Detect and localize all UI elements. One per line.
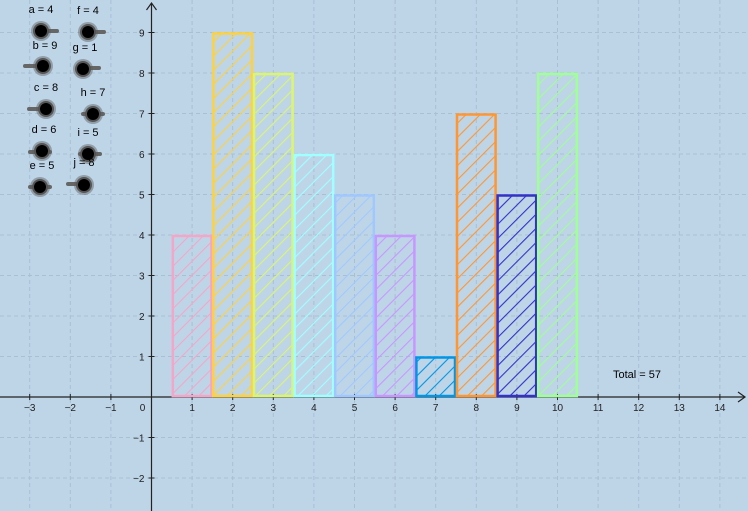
slider-j-knob[interactable] [76, 177, 92, 193]
slider-b-label: b = 9 [32, 40, 58, 52]
bar-9[interactable] [496, 194, 538, 398]
x-tick-label: −2 [65, 403, 77, 414]
slider-h[interactable]: h = 7 [63, 87, 123, 131]
bar-2[interactable] [212, 32, 254, 398]
slider-e[interactable]: e = 5 [12, 160, 72, 204]
bars [171, 32, 579, 398]
x-tick-label: 9 [514, 403, 520, 414]
x-tick-label: 14 [714, 403, 726, 414]
slider-i-label: i = 5 [77, 127, 99, 139]
y-tick-label: −2 [133, 474, 145, 485]
x-tick-label: 6 [392, 403, 398, 414]
slider-j-label: j = 8 [73, 157, 95, 169]
x-tick-label: 7 [433, 403, 439, 414]
slider-j[interactable]: j = 8 [54, 157, 114, 201]
slider-h-label: h = 7 [80, 87, 106, 99]
slider-d[interactable]: d = 6 [14, 124, 74, 168]
slider-b[interactable]: b = 9 [15, 40, 75, 84]
x-tick-label: 1 [189, 403, 195, 414]
slider-c-label: c = 8 [33, 82, 59, 94]
y-tick-label: 4 [139, 231, 145, 242]
slider-a[interactable]: a = 4 [11, 4, 71, 48]
y-axis-arrow [146, 1, 157, 11]
slider-g-label: g = 1 [72, 42, 98, 54]
slider-c-knob[interactable] [38, 101, 54, 117]
x-tick-label: 8 [474, 403, 480, 414]
slider-a-label: a = 4 [28, 4, 54, 16]
x-tick-label: 2 [230, 403, 236, 414]
bar-1[interactable] [171, 234, 213, 398]
y-tick-label: −1 [133, 434, 145, 445]
slider-f[interactable]: f = 4 [58, 5, 118, 49]
y-tick-label: 6 [139, 150, 145, 161]
x-tick-label: −1 [105, 403, 117, 414]
slider-f-label: f = 4 [77, 5, 99, 17]
x-axis-arrow [737, 391, 747, 403]
bar-3[interactable] [252, 72, 294, 398]
y-tick-label: 7 [139, 110, 145, 121]
slider-g-knob[interactable] [75, 61, 91, 77]
bar-5[interactable] [333, 194, 376, 398]
x-tick-label: 4 [311, 403, 317, 414]
slider-b-knob[interactable] [35, 58, 51, 74]
total-label: Total = 57 [613, 369, 661, 381]
slider-i-knob[interactable] [80, 146, 96, 162]
x-tick-label: 13 [674, 403, 686, 414]
y-tick-label: 8 [139, 69, 145, 80]
slider-e-knob[interactable] [32, 179, 48, 195]
slider-a-knob[interactable] [33, 23, 49, 39]
slider-d-label: d = 6 [31, 124, 57, 136]
x-tick-label: 10 [552, 403, 564, 414]
slider-i[interactable]: i = 5 [58, 127, 118, 171]
y-tick-label: 2 [139, 312, 145, 323]
slider-d-knob[interactable] [34, 143, 50, 159]
bar-6[interactable] [374, 234, 416, 398]
slider-h-knob[interactable] [85, 106, 101, 122]
slider-e-label: e = 5 [29, 160, 55, 172]
y-tick-label: 5 [139, 191, 145, 202]
bar-8[interactable] [455, 113, 497, 398]
x-tick-label: 3 [271, 403, 277, 414]
bar-4[interactable] [293, 153, 335, 398]
y-tick-label: 9 [139, 29, 145, 40]
x-tick-label: 0 [140, 403, 146, 414]
x-tick-label: 5 [352, 403, 358, 414]
x-tick-label: −3 [24, 403, 36, 414]
slider-f-knob[interactable] [80, 24, 96, 40]
y-tick-label: 1 [139, 353, 145, 364]
y-tick-label: 3 [139, 272, 145, 283]
x-tick-label: 12 [633, 403, 645, 414]
bar-10[interactable] [536, 72, 579, 398]
slider-g[interactable]: g = 1 [55, 42, 115, 86]
bar-7[interactable] [415, 356, 457, 398]
x-tick-label: 11 [593, 403, 604, 414]
slider-c[interactable]: c = 8 [16, 82, 76, 126]
